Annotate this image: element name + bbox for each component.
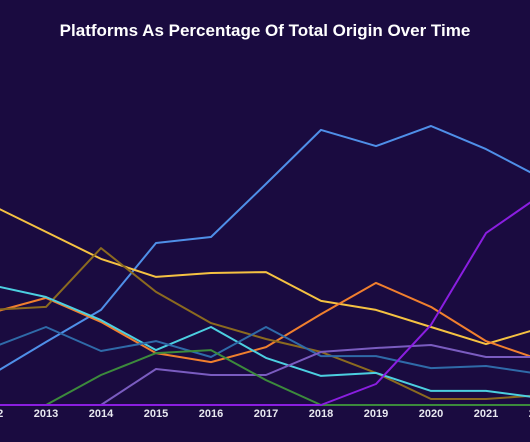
series-line <box>0 208 530 346</box>
x-tick-label: 2020 <box>419 408 443 420</box>
x-tick-label: 2012 <box>0 408 3 420</box>
x-tick-label: 2018 <box>309 408 333 420</box>
x-tick-label: 2015 <box>144 408 168 420</box>
series-line <box>0 285 530 398</box>
x-tick-label: 2017 <box>254 408 278 420</box>
series-line <box>0 326 530 374</box>
series-line <box>0 201 530 406</box>
series-line <box>0 125 530 371</box>
x-tick-label: 2021 <box>474 408 498 420</box>
x-tick-label: 2022 <box>529 408 530 420</box>
plot-area: 2012 2013 2014 2015 2016 2017 2018 2019 2020 2021… <box>0 125 530 420</box>
series-line <box>0 247 530 400</box>
chart-title: Platforms As Percentage Of Total Origin … <box>60 21 471 40</box>
x-tick-label: 2013 <box>34 408 58 420</box>
series-line <box>0 281 530 364</box>
series-line <box>0 349 530 406</box>
x-tick-label: 2019 <box>364 408 388 420</box>
x-tick-label: 2014 <box>89 408 114 420</box>
x-tick-label: 2016 <box>199 408 223 420</box>
